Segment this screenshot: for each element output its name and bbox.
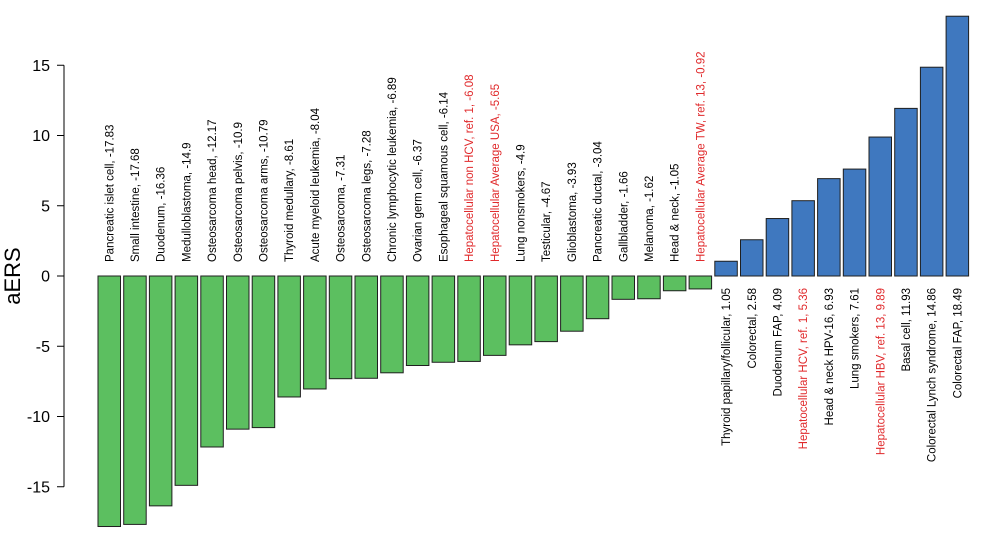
bar (174, 275, 199, 486)
bar-label: Duodenum, -16.36 (156, 167, 168, 262)
bar (894, 107, 918, 277)
bar (688, 275, 713, 290)
bar (123, 275, 147, 525)
bar-label: Colorectal Lynch syndrome, 14.86 (927, 288, 939, 462)
y-axis-title: aERS (0, 247, 25, 304)
bar (765, 218, 790, 277)
bar (662, 275, 687, 292)
bar-label: Thyroid medullary, -8.61 (284, 139, 296, 262)
bar (611, 275, 635, 300)
bar-label: Acute myeloid leukemia, -8.04 (310, 107, 322, 262)
bar (251, 275, 276, 429)
bar-label: Ovarian germ cell, -6.37 (413, 139, 425, 262)
bar-label: Colorectal, 2.58 (747, 288, 759, 369)
bar (148, 275, 173, 507)
bar-label: Thyroid papillary/follicular, 1.05 (721, 288, 733, 446)
bar-label: Osteosarcoma legs, -7.28 (361, 130, 373, 262)
bar (842, 168, 867, 277)
bar-label: Osteosarcoma arms, -10.79 (258, 119, 270, 262)
bar (200, 275, 224, 448)
bar (919, 66, 944, 277)
bar (483, 275, 507, 356)
bar-label: Osteosarcoma head, -12.17 (207, 119, 219, 262)
bar (303, 275, 327, 390)
bar (380, 275, 404, 374)
bar-label: Hepatocellular HCV, ref. 1, 5.36 (798, 288, 810, 449)
bar (945, 15, 970, 277)
y-tick-label: -15 (27, 479, 50, 496)
bar-label: Head & neck HPV-16, 6.93 (824, 288, 836, 425)
bar-label: Chronic lymphocytic leukemia, -6.89 (387, 77, 399, 262)
bar (226, 275, 250, 430)
y-tick-label: -10 (27, 409, 50, 426)
bar (791, 200, 815, 277)
bar-label: Basal cell, 11.93 (901, 288, 913, 372)
bar-label: Small intestine, -17.68 (130, 148, 142, 262)
bar (714, 260, 738, 277)
bar-label: Colorectal FAP, 18.49 (952, 288, 964, 398)
bar-label: Osteosarcoma, -7.31 (336, 155, 348, 262)
bar-label: Head & neck, -1.05 (670, 164, 682, 262)
bar (637, 275, 661, 300)
bar (457, 275, 481, 362)
bar-label: Duodenum FAP, 4.09 (772, 288, 784, 396)
bar-label: Esophageal squamous cell, -6.14 (438, 91, 450, 262)
bar (508, 275, 533, 346)
bar-label: Hepatocellular Average TW, ref. 13, -0.9… (695, 51, 707, 262)
bar-label: Melanoma, -1.62 (644, 176, 656, 262)
bar (405, 275, 430, 366)
bar-label: Hepatocellular HBV, ref. 13, 9.89 (875, 288, 887, 455)
bar-label: Medulloblastoma, -14.9 (181, 142, 193, 262)
y-tick-label: 10 (32, 128, 50, 145)
bar (868, 136, 892, 277)
bar (354, 275, 378, 379)
bar (740, 239, 764, 277)
bar-label: Hepatocellular non HCV, ref. 1, -6.08 (464, 74, 476, 262)
bar (534, 275, 558, 343)
y-tick-label: -5 (36, 339, 50, 356)
bar-label: Gallbladder, -1.66 (618, 171, 630, 262)
bar-label: Testicular, -4.67 (541, 181, 553, 262)
bar-label: Glioblastoma, -3.93 (567, 162, 579, 262)
y-axis: -15 -10 -5 0 5 10 15 (27, 58, 65, 496)
bar (431, 275, 456, 363)
bar (97, 275, 121, 528)
bar (560, 275, 584, 332)
y-tick-label: 15 (32, 58, 50, 75)
bars-group (97, 15, 970, 528)
bar (585, 275, 610, 320)
bar-label: Lung smokers, 7.61 (850, 288, 862, 389)
y-tick-label: 5 (41, 198, 50, 215)
bar-labels-group: Pancreatic islet cell, -17.83 Small intes… (104, 51, 964, 462)
bar (328, 275, 353, 380)
bar-label: Pancreatic islet cell, -17.83 (104, 125, 116, 262)
bar (277, 275, 301, 398)
bar-label: Hepatocellular Average USA, -5.65 (490, 84, 502, 262)
bar-label: Lung nonsmokers, -4.9 (515, 144, 527, 262)
y-tick-label: 0 (41, 269, 50, 286)
bar-label: Pancreatic ductal, -3.04 (593, 141, 605, 262)
bar-label: Osteosarcoma pelvis, -10.9 (233, 122, 245, 262)
bar (817, 178, 841, 277)
